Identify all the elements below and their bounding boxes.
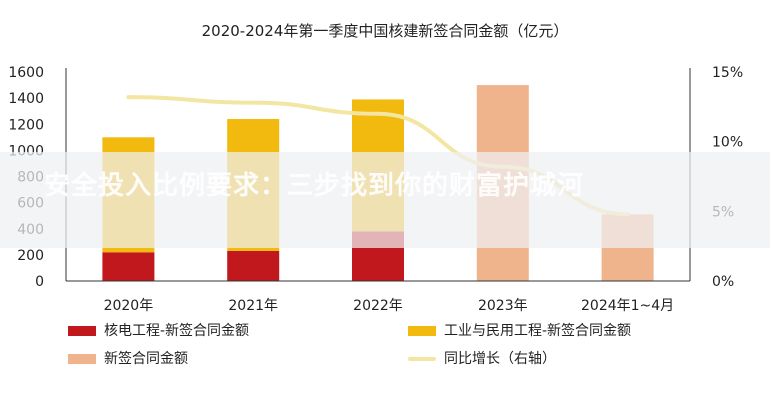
y-left-tick-label: 1200 xyxy=(8,117,44,133)
x-tick-label: 2022年 xyxy=(353,298,403,314)
x-tick-label: 2023年 xyxy=(478,298,528,314)
bar-segment xyxy=(102,252,155,281)
overlay-band xyxy=(0,152,770,248)
growth-point xyxy=(251,101,255,105)
legend-label-total: 新签合同金额 xyxy=(104,351,188,367)
legend-swatch-growth xyxy=(408,357,436,361)
legend-label-nuclear: 核电工程-新签合同金额 xyxy=(104,323,250,339)
legend-item-growth: 同比增长（右轴） xyxy=(408,348,556,368)
legend-swatch-total xyxy=(68,354,96,364)
legend-item-total: 新签合同金额 xyxy=(68,348,188,368)
y-right-tick-label: 10% xyxy=(712,135,743,151)
chart-title: 2020-2024年第一季度中国核建新签合同金额（亿元） xyxy=(201,22,569,40)
legend-label-growth: 同比增长（右轴） xyxy=(444,351,556,367)
y-left-tick-label: 200 xyxy=(17,248,44,264)
legend-swatch-nuclear xyxy=(68,326,96,336)
y-right-tick-label: 0% xyxy=(712,274,734,290)
overlay-headline: 安全投入比例要求：三步找到你的财富护城河 xyxy=(44,171,585,201)
growth-point xyxy=(126,95,130,99)
legend-swatch-industrial xyxy=(408,326,436,336)
x-tick-label: 2021年 xyxy=(228,298,278,314)
legend-item-nuclear: 核电工程-新签合同金额 xyxy=(68,320,249,340)
growth-point xyxy=(376,112,380,116)
legend-label-industrial: 工业与民用工程-新签合同金额 xyxy=(444,323,632,339)
legend-item-industrial: 工业与民用工程-新签合同金额 xyxy=(408,320,631,340)
y-right-tick-label: 15% xyxy=(712,65,743,81)
y-left-tick-label: 1600 xyxy=(8,65,44,81)
x-tick-label: 2024年1~4月 xyxy=(581,298,674,314)
y-left-tick-label: 0 xyxy=(35,274,44,290)
bar-segment xyxy=(227,250,280,281)
y-left-tick-label: 1400 xyxy=(8,91,44,107)
x-tick-label: 2020年 xyxy=(104,298,154,314)
